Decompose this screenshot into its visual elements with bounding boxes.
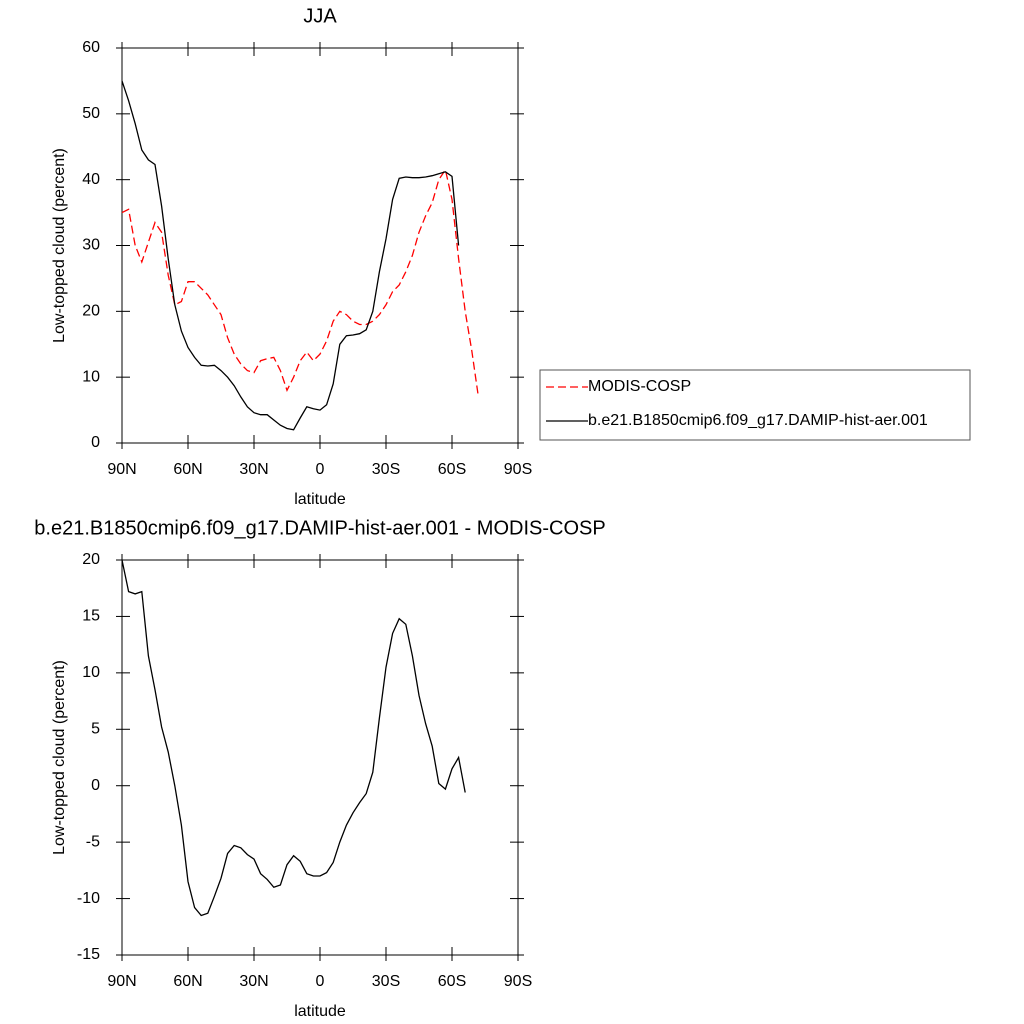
x-tick-label: 30N [239,973,268,990]
x-tick-label: 90N [107,461,136,478]
x-axis-label: latitude [294,1003,346,1020]
x-tick-label: 60N [173,973,202,990]
legend-label: MODIS-COSP [588,378,691,395]
y-tick-label: 20 [82,551,100,568]
data-line [121,559,466,917]
y-tick-label: -5 [86,833,100,850]
y-tick-label: 10 [82,368,100,385]
plot-frame [121,47,519,444]
y-tick-label: -15 [77,946,100,963]
x-tick-label: 30S [372,973,400,990]
x-tick-label: 90S [504,973,532,990]
y-axis-label: Low-topped cloud (percent) [51,148,68,343]
x-tick-label: 60S [438,461,466,478]
x-tick-label: 30S [372,461,400,478]
y-tick-label: 40 [82,171,100,188]
y-tick-label: 30 [82,237,100,254]
chart-title: b.e21.B1850cmip6.f09_g17.DAMIP-hist-aer.… [34,517,605,539]
data-line [121,168,480,397]
y-tick-label: -10 [77,890,100,907]
x-tick-label: 30N [239,461,268,478]
legend-box [539,369,971,441]
x-tick-label: 90S [504,461,532,478]
x-tick-label: 0 [316,973,325,990]
x-axis-label: latitude [294,491,346,508]
x-tick-label: 60N [173,461,202,478]
x-tick-label: 60S [438,973,466,990]
x-tick-label: 90N [107,973,136,990]
y-axis-label: Low-topped cloud (percent) [51,660,68,855]
plot-frame [121,559,519,956]
y-tick-label: 5 [91,721,100,738]
y-tick-label: 50 [82,105,100,122]
data-line [121,80,460,431]
legend-label: b.e21.B1850cmip6.f09_g17.DAMIP-hist-aer.… [588,412,928,429]
x-tick-label: 0 [316,461,325,478]
y-tick-label: 0 [91,777,100,794]
chart-title: JJA [303,5,337,27]
y-tick-label: 0 [91,434,100,451]
y-tick-label: 15 [82,608,100,625]
y-tick-label: 10 [82,664,100,681]
y-tick-label: 60 [82,39,100,56]
y-tick-label: 20 [82,303,100,320]
